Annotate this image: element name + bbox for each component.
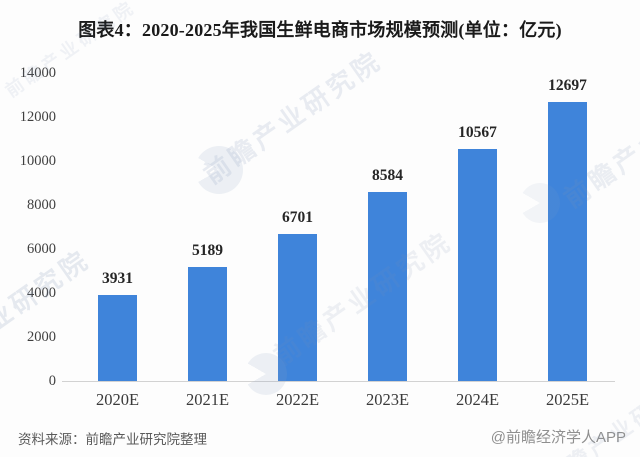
- x-tick-label: 2023E: [365, 390, 410, 409]
- y-tick-label: 8000: [27, 197, 56, 213]
- bar: [458, 148, 497, 381]
- bar-value-label: 5189: [192, 241, 223, 259]
- y-tick-label: 2000: [27, 329, 56, 345]
- bar-value-label: 8584: [372, 167, 403, 185]
- bar: [548, 101, 587, 381]
- y-tick-label: 6000: [27, 241, 56, 257]
- x-tick-label: 2020E: [95, 390, 140, 409]
- x-tick-label: 2024E: [455, 390, 500, 409]
- bar-value-label: 10567: [458, 123, 497, 141]
- fan-logo-icon: [195, 146, 243, 194]
- chart-title: 图表4：2020-2025年我国生鲜电商市场规模预测(单位：亿元): [78, 20, 562, 40]
- y-tick-label: 14000: [19, 65, 56, 81]
- bar-value-label: 12697: [548, 76, 587, 94]
- watermark-text: 前瞻产业研究院: [0, 243, 96, 389]
- y-tick-label: 0: [48, 373, 56, 389]
- y-tick-label: 4000: [27, 285, 56, 301]
- x-tick-label: 2025E: [545, 390, 590, 409]
- x-tick-label: 2022E: [275, 390, 320, 409]
- y-tick-label: 12000: [19, 109, 56, 125]
- credit-note: @前瞻经济学人APP: [490, 429, 626, 446]
- bar: [98, 294, 137, 381]
- bar-value-label: 6701: [282, 208, 313, 226]
- y-tick-label: 10000: [19, 153, 56, 169]
- bar: [278, 233, 317, 381]
- x-axis-line: [62, 381, 615, 382]
- source-note: 资料来源：前瞻产业研究院整理: [18, 432, 207, 447]
- bar: [368, 192, 407, 381]
- bar-value-label: 3931: [102, 269, 133, 287]
- bar: [188, 266, 227, 381]
- x-tick-label: 2021E: [185, 390, 230, 409]
